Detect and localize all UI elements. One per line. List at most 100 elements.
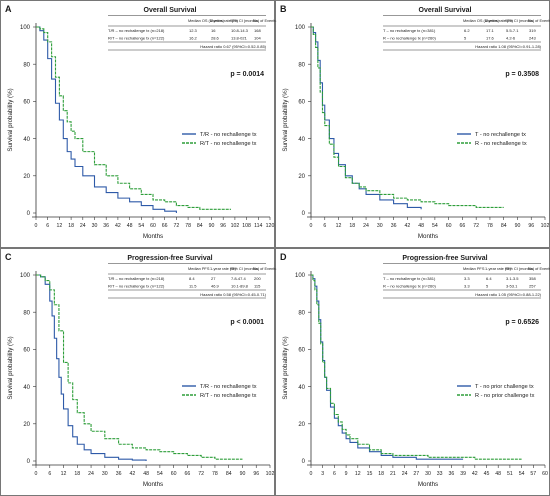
p-value: p = 0.0014 xyxy=(230,71,264,78)
x-tick-label: 102 xyxy=(266,471,275,477)
x-tick-label: 96 xyxy=(253,471,259,477)
y-tick-label: 80 xyxy=(23,310,30,316)
x-tick-label: 78 xyxy=(185,223,191,229)
table-cell: 46.9 xyxy=(211,284,220,289)
y-tick-label: 80 xyxy=(298,62,305,68)
x-tick-label: 72 xyxy=(198,471,204,477)
table-cell: 3.3 xyxy=(464,276,470,281)
legend-label: R/T - no rechallenge tx xyxy=(200,393,257,399)
table-cell: 16.2 xyxy=(189,36,198,41)
x-tick-label: 33 xyxy=(437,471,443,477)
y-tick-label: 60 xyxy=(298,348,305,354)
x-tick-label: 30 xyxy=(92,223,98,229)
y-tick-label: 0 xyxy=(302,459,306,465)
y-tick-label: 0 xyxy=(302,211,306,217)
table-cell: 5 xyxy=(464,36,467,41)
x-tick-label: 78 xyxy=(212,471,218,477)
table-header: 2-years rate (%) xyxy=(210,18,239,23)
x-tick-label: 60 xyxy=(446,223,452,229)
panel-letter: D xyxy=(280,252,287,262)
x-tick-label: 0 xyxy=(310,223,313,229)
table-row-label: R/T – no rechallenge tx (n=122) xyxy=(108,36,165,41)
y-tick-label: 60 xyxy=(23,100,30,106)
table-cell: 319 xyxy=(529,28,536,33)
table-header: 2-years rate (%) xyxy=(485,18,514,23)
x-axis-label: Months xyxy=(143,481,163,488)
x-tick-label: 66 xyxy=(460,223,466,229)
table-cell: 10.8-14.3 xyxy=(231,28,249,33)
x-tick-label: 24 xyxy=(363,223,369,229)
y-tick-label: 20 xyxy=(298,174,305,180)
series-line-2 xyxy=(311,26,504,208)
legend-label: T - no prior challenge tx xyxy=(475,384,534,390)
table-header: 95% CI (months) xyxy=(230,266,260,271)
x-tick-label: 36 xyxy=(116,471,122,477)
table-cell: 8.4 xyxy=(189,276,195,281)
table-row-label: R – no rechallenge tx (n=260) xyxy=(383,36,436,41)
x-tick-label: 108 xyxy=(242,223,251,229)
table-header: Median OS (Months) xyxy=(463,18,500,23)
table-header: 95% CI (months) xyxy=(505,18,535,23)
x-tick-label: 6 xyxy=(323,223,326,229)
x-axis-label: Months xyxy=(143,233,163,240)
x-tick-label: 60 xyxy=(150,223,156,229)
x-tick-label: 54 xyxy=(157,471,163,477)
hazard-ratio: Hazard ratio 0.67 (95%CI=0.52-0.85) xyxy=(200,44,266,49)
x-tick-label: 30 xyxy=(102,471,108,477)
x-tick-label: 72 xyxy=(174,223,180,229)
table-cell: 115 xyxy=(254,284,261,289)
x-tick-label: 24 xyxy=(80,223,86,229)
x-tick-label: 12 xyxy=(336,223,342,229)
table-cell: 7.8-47.4 xyxy=(231,276,246,281)
x-tick-label: 0 xyxy=(310,471,313,477)
x-tick-label: 42 xyxy=(115,223,121,229)
x-tick-label: 21 xyxy=(390,471,396,477)
x-tick-label: 36 xyxy=(449,471,455,477)
y-tick-label: 40 xyxy=(298,137,305,143)
hazard-ratio: Hazard ratio 0.58 (95%CI=0.45-0.71) xyxy=(200,292,266,297)
table-row-label: R/T – no rechallenge tx (n=122) xyxy=(108,284,165,289)
x-tick-label: 90 xyxy=(240,471,246,477)
p-value: p < 0.0001 xyxy=(230,319,264,326)
table-row-label: T/R – no rechallenge tx (n=218) xyxy=(108,276,165,281)
x-tick-label: 57 xyxy=(530,471,536,477)
table-header: Median PFS xyxy=(463,266,485,271)
table-cell: 17.1 xyxy=(486,28,495,33)
table-cell: 17.6 xyxy=(486,36,495,41)
legend-label: T - no rechallenge tx xyxy=(475,132,526,138)
x-tick-label: 36 xyxy=(103,223,109,229)
series-line-1 xyxy=(36,26,177,213)
x-tick-label: 120 xyxy=(266,223,275,229)
x-tick-label: 18 xyxy=(74,471,80,477)
chart-title: Overall Survival xyxy=(419,7,472,14)
y-tick-label: 100 xyxy=(20,25,31,31)
y-tick-label: 80 xyxy=(23,62,30,68)
p-value: p = 0.6526 xyxy=(505,319,539,326)
series-line-2 xyxy=(311,274,522,460)
x-tick-label: 18 xyxy=(349,223,355,229)
x-tick-label: 18 xyxy=(68,223,74,229)
p-value: p = 0.3508 xyxy=(505,71,539,78)
table-cell: 200 xyxy=(254,276,261,281)
panel-b: B 0 20 40 60 80 100 0 6 12 18 24 30 36 42 48 54 60 66 72 78 8… xyxy=(275,0,550,248)
panel-c: C 0 20 40 60 80 100 0 6 12 18 24 30 36 42 48 54 60 66 72 78 8… xyxy=(0,248,276,496)
y-tick-label: 60 xyxy=(23,348,30,354)
table-cell: 4.2-6 xyxy=(506,36,516,41)
y-axis-label: Survival probability (%) xyxy=(7,88,14,151)
table-cell: 243 xyxy=(529,36,536,41)
x-tick-label: 9 xyxy=(345,471,348,477)
x-tick-label: 6 xyxy=(46,223,49,229)
x-tick-label: 60 xyxy=(171,471,177,477)
table-header: No. of Events xyxy=(253,266,276,271)
y-tick-label: 100 xyxy=(295,25,306,31)
x-tick-label: 84 xyxy=(226,471,232,477)
panel-frame xyxy=(0,0,275,248)
table-cell: 3-53.1 xyxy=(506,284,518,289)
x-tick-label: 24 xyxy=(88,471,94,477)
chart-title: Overall Survival xyxy=(144,7,197,14)
table-header: 1-year rate (%) xyxy=(210,266,237,271)
x-tick-label: 18 xyxy=(378,471,384,477)
table-header: 1-year rate (%) xyxy=(485,266,512,271)
y-tick-label: 40 xyxy=(23,137,30,143)
